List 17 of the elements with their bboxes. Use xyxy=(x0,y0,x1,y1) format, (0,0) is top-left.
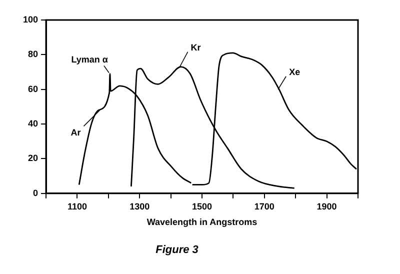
series-label: Xe xyxy=(289,66,300,77)
x-axis-title: Wavelength in Angstroms xyxy=(146,217,258,228)
x-tick-label: 1300 xyxy=(130,201,150,212)
x-tick-label: 1500 xyxy=(192,201,212,212)
y-tick-label: 40 xyxy=(28,118,38,129)
y-tick-label: 100 xyxy=(22,14,38,24)
series-label: Kr xyxy=(190,42,202,52)
x-tick-label: 1700 xyxy=(254,201,274,212)
annotation: Lyman α xyxy=(71,54,108,65)
caption: Figure 3 xyxy=(156,244,198,256)
y-tick-label: 20 xyxy=(28,153,38,164)
y-tick-label: 60 xyxy=(28,84,38,94)
y-tick-label: 80 xyxy=(28,49,38,60)
x-tick-label: 1100 xyxy=(67,201,87,212)
x-tick-label: 1900 xyxy=(316,201,337,212)
series-label: Ar xyxy=(70,128,82,138)
y-tick-label: 0 xyxy=(33,188,38,198)
